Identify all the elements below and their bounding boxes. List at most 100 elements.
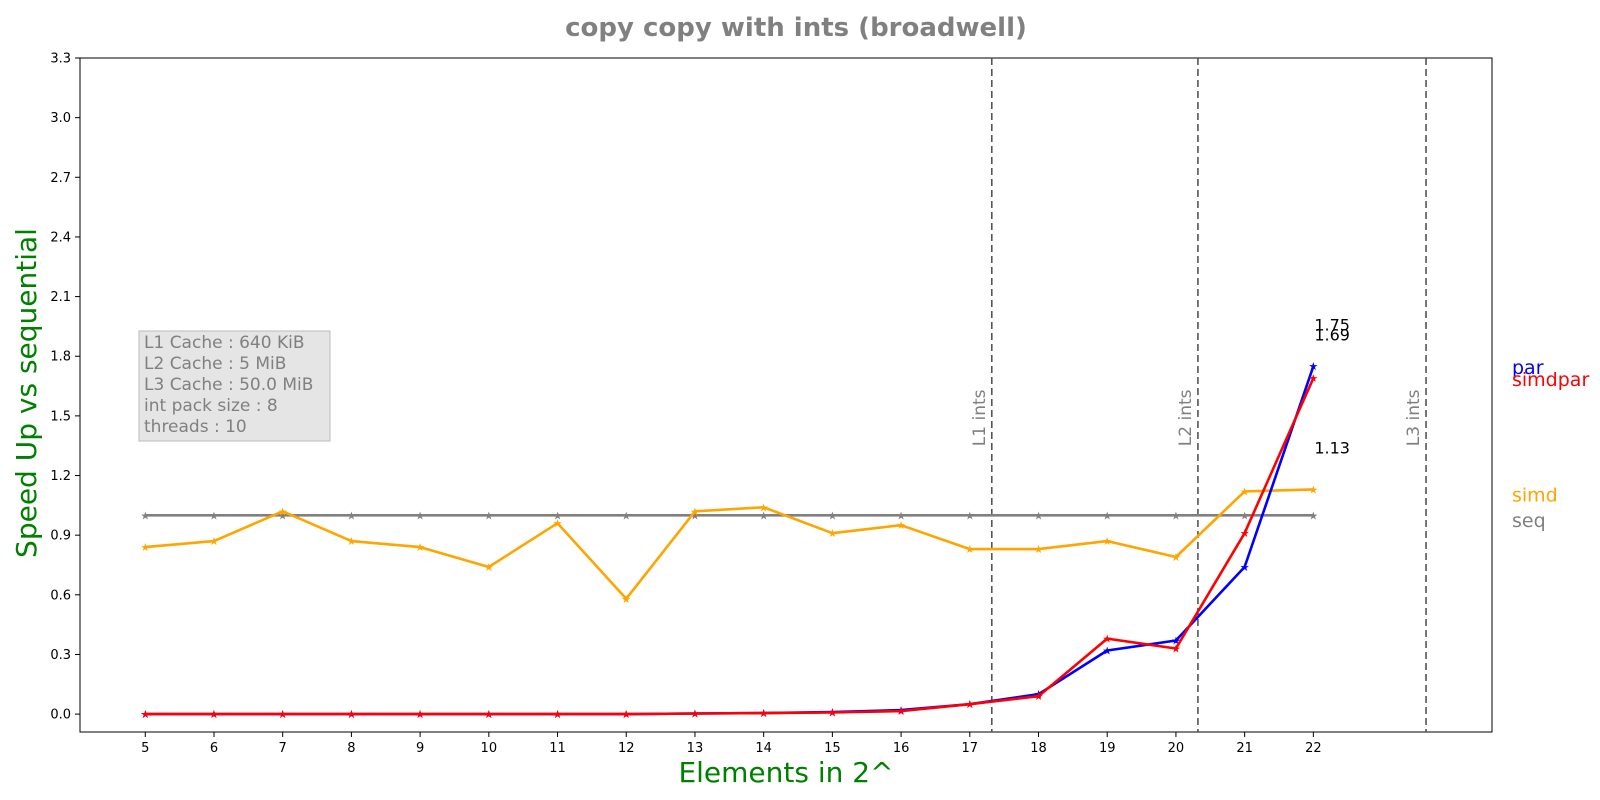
data-point-simd: ★ (759, 501, 769, 514)
data-point-simdpar: ★ (484, 708, 494, 721)
data-point-simd: ★ (1171, 551, 1181, 564)
data-point-simd: ★ (690, 505, 700, 518)
data-point-simdpar: ★ (827, 707, 837, 720)
data-point-simd: ★ (484, 561, 494, 574)
data-point-simdpar: ★ (1308, 372, 1318, 385)
data-point-seq: ★ (553, 509, 563, 522)
data-point-simdpar: ★ (621, 708, 631, 721)
data-point-simd: ★ (553, 517, 563, 530)
data-point-seq: ★ (621, 509, 631, 522)
cache-boundary-label: L3 ints (1404, 389, 1424, 446)
chart-title: copy copy with ints (broadwell) (565, 13, 1027, 43)
legend-entry-simdpar: simdpar (1512, 369, 1589, 391)
y-tick-label: 2.7 (50, 171, 71, 186)
data-point-simdpar: ★ (690, 708, 700, 721)
x-tick-label: 8 (347, 741, 355, 756)
y-tick-label: 2.1 (50, 290, 71, 305)
data-point-seq: ★ (896, 509, 906, 522)
series-line-simdpar (145, 377, 1315, 716)
x-tick-label: 16 (893, 741, 910, 756)
data-point-simd: ★ (1240, 485, 1250, 498)
x-tick-label: 5 (141, 741, 149, 756)
x-tick-label: 15 (824, 741, 841, 756)
end-value-label: 1.75 (1314, 315, 1350, 334)
data-point-simd: ★ (140, 541, 150, 554)
data-point-simd: ★ (346, 535, 356, 548)
data-point-simd: ★ (1308, 483, 1318, 496)
y-tick-label: 3.3 (50, 52, 71, 67)
y-tick-label: 0.9 (50, 529, 71, 544)
data-point-simdpar: ★ (1240, 527, 1250, 540)
cache-info-line: int pack size : 8 (144, 396, 278, 416)
x-tick-label: 11 (549, 741, 566, 756)
data-point-simdpar: ★ (965, 698, 975, 711)
x-tick-label: 13 (687, 741, 704, 756)
data-point-simdpar: ★ (415, 708, 425, 721)
data-point-simd: ★ (209, 535, 219, 548)
data-point-seq: ★ (209, 509, 219, 522)
cache-boundary-label: L2 ints (1176, 389, 1196, 446)
data-point-simdpar: ★ (1102, 633, 1112, 646)
cache-boundary-label: L1 ints (970, 389, 990, 446)
data-point-simd: ★ (1034, 543, 1044, 556)
data-point-seq: ★ (346, 509, 356, 522)
data-point-simd: ★ (1102, 535, 1112, 548)
y-tick-label: 3.0 (50, 111, 71, 126)
x-tick-label: 19 (1099, 741, 1116, 756)
y-tick-label: 0.0 (50, 708, 71, 723)
data-point-simdpar: ★ (1034, 690, 1044, 703)
x-tick-label: 10 (481, 741, 498, 756)
data-point-seq: ★ (827, 509, 837, 522)
data-point-simd: ★ (896, 519, 906, 532)
data-point-simdpar: ★ (553, 708, 563, 721)
data-point-seq: ★ (415, 509, 425, 522)
data-point-seq: ★ (1308, 509, 1318, 522)
series-line-simd (145, 488, 1314, 601)
y-tick-label: 0.3 (50, 648, 71, 663)
data-point-simd: ★ (965, 543, 975, 556)
legend-entry-par: par (1512, 357, 1544, 379)
y-tick-label: 1.2 (50, 469, 71, 484)
x-tick-label: 9 (416, 741, 424, 756)
cache-info-line: threads : 10 (144, 417, 247, 437)
x-tick-label: 14 (755, 741, 772, 756)
data-point-seq: ★ (965, 509, 975, 522)
data-point-par: ★ (1102, 644, 1112, 657)
data-point-seq: ★ (1240, 509, 1250, 522)
data-point-simdpar: ★ (346, 708, 356, 721)
data-point-simdpar: ★ (896, 705, 906, 718)
data-point-simd: ★ (621, 593, 631, 606)
data-point-simdpar: ★ (209, 708, 219, 721)
data-point-simd: ★ (278, 505, 288, 518)
data-point-seq: ★ (1034, 509, 1044, 522)
x-tick-label: 6 (210, 741, 218, 756)
cache-info-box (138, 330, 331, 442)
data-point-seq: ★ (759, 509, 769, 522)
legend-entry-seq: seq (1512, 510, 1546, 532)
data-point-seq: ★ (278, 509, 288, 522)
cache-info-line: L2 Cache : 5 MiB (144, 354, 286, 374)
data-point-seq: ★ (484, 509, 494, 522)
data-point-seq: ★ (140, 509, 150, 522)
x-tick-label: 17 (962, 741, 979, 756)
data-point-par: ★ (1308, 360, 1318, 373)
cache-info-line: L1 Cache : 640 KiB (144, 333, 304, 353)
x-tick-label: 18 (1030, 741, 1047, 756)
y-tick-label: 2.4 (50, 230, 71, 245)
data-point-seq: ★ (1102, 509, 1112, 522)
data-point-par: ★ (1240, 561, 1250, 574)
plot-area: 0.0 0.3 0.6 0.9 1.2 1.5 1.8 2.1 2.4 2.7 3.0 3.3 5 6 7 8… (50, 52, 1589, 757)
y-tick-label: 1.5 (50, 409, 71, 424)
data-point-par: ★ (1171, 635, 1181, 648)
legend-entry-simd: simd (1512, 484, 1558, 506)
x-axis-label: Elements in 2^ (678, 756, 893, 789)
end-value-label: 1.69 (1314, 325, 1350, 344)
data-point-simdpar: ★ (1171, 642, 1181, 655)
x-tick-label: 7 (279, 741, 287, 756)
x-tick-label: 22 (1305, 741, 1322, 756)
y-tick-label: 1.8 (50, 350, 71, 365)
data-point-simd: ★ (827, 527, 837, 540)
data-point-seq: ★ (690, 509, 700, 522)
data-point-simdpar: ★ (140, 708, 150, 721)
